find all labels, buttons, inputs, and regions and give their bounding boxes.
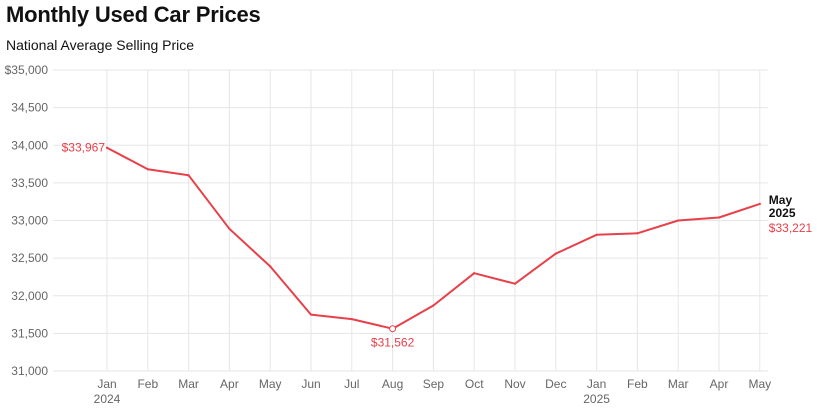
chart-title: Monthly Used Car Prices (6, 2, 261, 27)
data-point (554, 252, 557, 255)
data-point (146, 168, 149, 171)
x-tick-label: Jun (301, 377, 320, 391)
data-point (473, 272, 476, 275)
x-tick-label: Nov (504, 377, 525, 391)
y-tick-label: 32,000 (11, 289, 48, 303)
x-year-label: 2024 (94, 392, 121, 406)
data-label-end: $33,221 (769, 221, 813, 235)
data-point (228, 227, 231, 230)
x-tick-label: Apr (220, 377, 239, 391)
end-label-month: May (769, 193, 793, 207)
data-point (187, 174, 190, 177)
x-tick-label: Apr (710, 377, 729, 391)
data-point (677, 219, 680, 222)
y-tick-label: 33,000 (11, 214, 48, 228)
x-tick-label: Jul (344, 377, 359, 391)
x-tick-label: Mar (178, 377, 199, 391)
y-tick-label: 33,500 (11, 176, 48, 190)
y-tick-label: 31,000 (11, 364, 48, 378)
y-tick-label: 34,500 (11, 101, 48, 115)
data-label-min: $31,562 (371, 336, 415, 350)
data-label-start: $33,967 (62, 141, 106, 155)
y-tick-label: 34,000 (11, 138, 48, 152)
chart-subtitle: National Average Selling Price (6, 37, 195, 53)
x-tick-label: May (748, 377, 771, 391)
y-tick-label: 31,500 (11, 326, 48, 340)
x-tick-label: Feb (627, 377, 648, 391)
data-point (717, 216, 721, 219)
y-axis: 31,000 31,500 32,000 32,500 33,000 33,500 34,0… (5, 63, 49, 378)
x-tick-label: Jan (97, 377, 116, 391)
y-tick-label: $35,000 (5, 63, 49, 77)
data-point (350, 317, 353, 321)
x-tick-label: Jan (587, 377, 606, 391)
data-point (758, 202, 761, 205)
x-tick-label: May (259, 377, 282, 391)
data-point (269, 265, 272, 268)
x-tick-label: Dec (545, 377, 566, 391)
marker-min (389, 325, 397, 333)
x-tick-label: Oct (465, 377, 484, 391)
data-point (513, 282, 517, 285)
x-axis: Jan Feb Mar Apr May Jun Jul Aug Sep Oct Nov Dec Jan F… (94, 377, 771, 406)
x-tick-label: Mar (668, 377, 689, 391)
end-label-year: 2025 (769, 206, 796, 220)
data-point (105, 146, 109, 149)
data-point (595, 233, 598, 236)
y-tick-label: 32,500 (11, 251, 48, 265)
x-year-label: 2025 (583, 392, 610, 406)
x-tick-label: Sep (423, 377, 445, 391)
x-tick-label: Aug (382, 377, 403, 391)
data-point (432, 304, 435, 307)
data-point (636, 232, 639, 235)
x-tick-label: Feb (137, 377, 158, 391)
data-point (309, 313, 313, 316)
grid (53, 69, 768, 372)
